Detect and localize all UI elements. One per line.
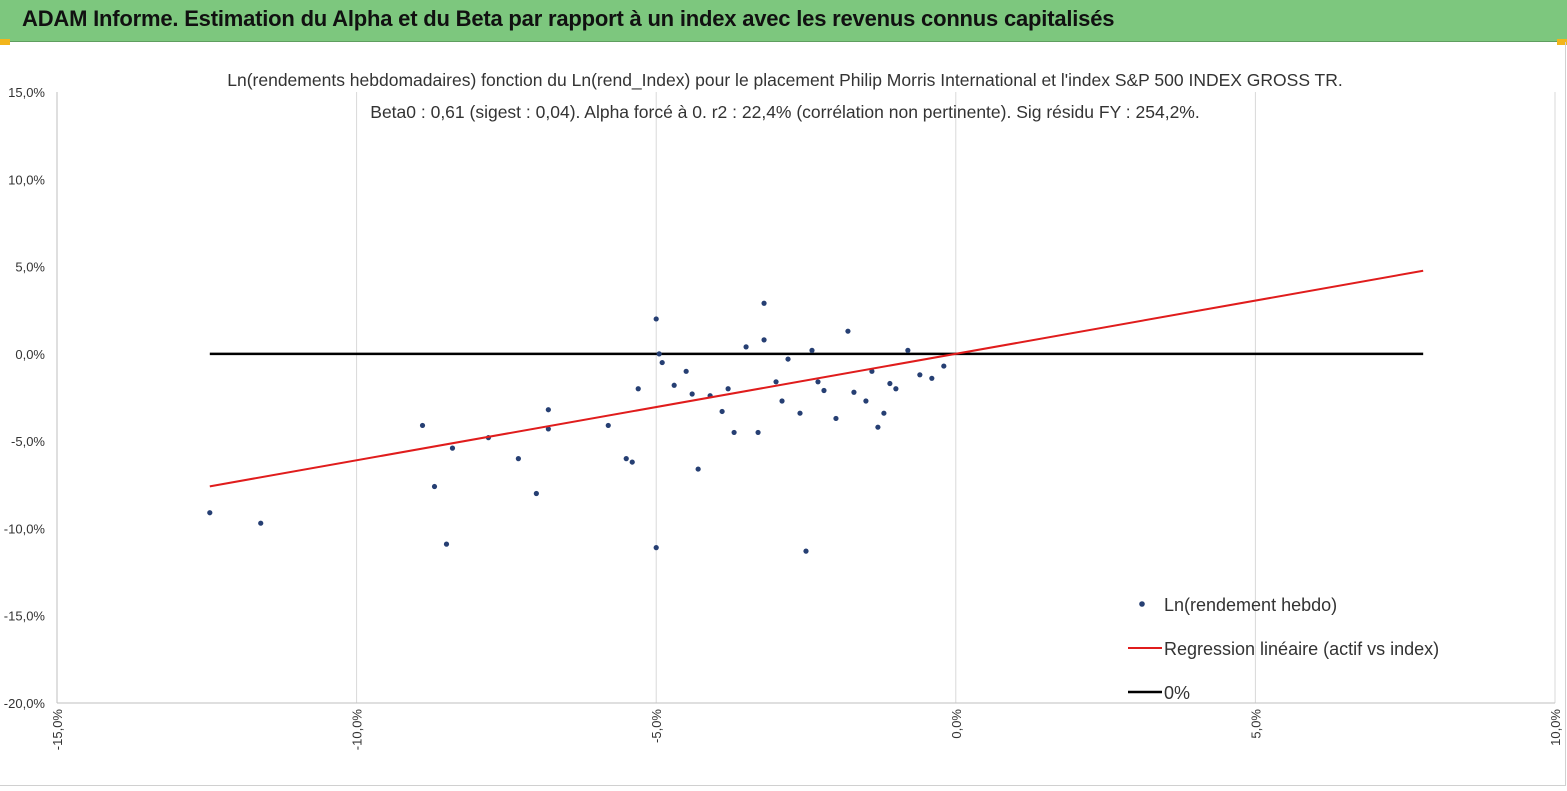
scatter-point <box>719 408 725 415</box>
scatter-point <box>887 380 893 387</box>
legend-label: 0% <box>1164 683 1190 703</box>
scatter-point <box>533 490 539 497</box>
scatter-point <box>929 375 935 381</box>
scatter-point <box>779 398 785 404</box>
scatter-point <box>653 316 659 322</box>
axis-layer: 15,0% 10,0% 5,0% 0,0% -5,0% -10,0% -15,0% -20,0… <box>4 85 1563 750</box>
scatter-point <box>695 466 701 472</box>
scatter-point <box>881 410 887 416</box>
scatter-point <box>449 445 456 451</box>
scatter-point <box>659 359 665 366</box>
legend-marker <box>1139 601 1145 607</box>
scatter-point <box>545 426 551 432</box>
legend-label: Regression linéaire (actif vs index) <box>1164 639 1439 659</box>
scatter-point <box>905 347 911 353</box>
scatter-point <box>917 372 923 378</box>
y-tick-label: 5,0% <box>15 260 45 275</box>
y-tick-label: 10,0% <box>8 172 45 187</box>
scatter-point <box>689 391 695 397</box>
x-tick-label: 10,0% <box>1548 709 1563 746</box>
scatter-point <box>845 328 851 334</box>
scatter-point <box>207 510 213 516</box>
x-tick-label: 5,0% <box>1248 709 1263 739</box>
scatter-point <box>773 379 779 385</box>
scatter-point <box>743 344 749 350</box>
scatter-point <box>803 548 809 554</box>
scatter-point <box>653 545 659 551</box>
scatter-point <box>761 300 767 306</box>
scatter-point <box>635 386 641 392</box>
scatter-point <box>797 410 803 416</box>
chart-legend: Ln(rendement hebdo) Regression linéaire (… <box>1128 595 1439 703</box>
scatter-point <box>863 398 869 404</box>
y-tick-label: 0,0% <box>15 347 45 362</box>
scatter-point <box>431 483 438 490</box>
x-tick-label: 0,0% <box>949 709 964 739</box>
scatter-point <box>671 382 677 388</box>
scatter-point <box>821 387 827 394</box>
x-tick-label: -15,0% <box>50 709 65 751</box>
scatter-point <box>785 356 791 362</box>
y-tick-label: -20,0% <box>4 696 46 711</box>
scatter-point <box>683 368 689 374</box>
scatter-point <box>419 422 426 429</box>
banner-title: ADAM Informe. Estimation du Alpha et du … <box>22 6 1115 31</box>
scatter-chart: Ln(rendements hebdomadaires) fonction du… <box>4 70 1563 750</box>
regression-line <box>209 269 1424 488</box>
scatter-point <box>545 407 551 413</box>
x-tick-label: -5,0% <box>649 709 664 743</box>
scatter-point <box>809 347 815 353</box>
chart-title: Ln(rendements hebdomadaires) fonction du… <box>227 70 1343 91</box>
scatter-point <box>605 422 611 429</box>
legend-label: Ln(rendement hebdo) <box>1164 595 1337 615</box>
y-tick-label: 15,0% <box>8 85 45 100</box>
scatter-point <box>515 456 521 462</box>
scatter-point <box>761 337 767 343</box>
x-tick-label: -10,0% <box>350 709 365 751</box>
scatter-point <box>941 363 947 369</box>
header-banner: ADAM Informe. Estimation du Alpha et du … <box>0 0 1567 42</box>
scatter-point <box>869 368 875 374</box>
scatter-point <box>731 429 737 436</box>
y-tick-label: -10,0% <box>4 521 46 536</box>
grid-layer <box>356 92 1556 703</box>
y-tick-label: -15,0% <box>4 609 46 624</box>
scatter-point <box>833 415 839 422</box>
corner-accent-right <box>1557 39 1567 45</box>
y-tick-label: -5,0% <box>11 434 45 449</box>
scatter-point <box>755 429 761 436</box>
scatter-point <box>815 379 821 385</box>
scatter-point <box>893 386 899 392</box>
scatter-point <box>875 424 881 430</box>
series-layer <box>207 269 1424 554</box>
scatter-point <box>851 389 857 395</box>
scatter-point <box>629 459 635 465</box>
corner-accent-left <box>0 39 10 45</box>
chart-frame: Ln(rendements hebdomadaires) fonction du… <box>0 42 1566 786</box>
chart-subtitle: Beta0 : 0,61 (sigest : 0,04). Alpha forc… <box>370 102 1199 122</box>
scatter-point <box>656 351 662 357</box>
scatter-point <box>258 520 264 526</box>
scatter-point <box>443 541 450 547</box>
scatter-point <box>725 386 731 392</box>
scatter-point <box>623 456 629 462</box>
